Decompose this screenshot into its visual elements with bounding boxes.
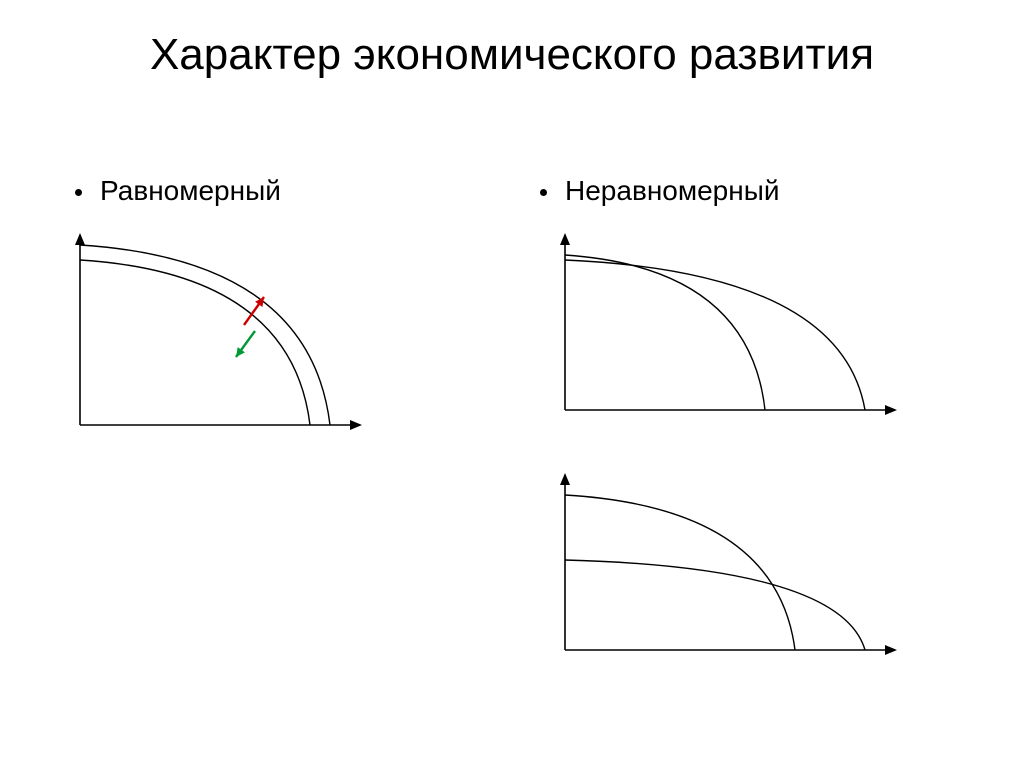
left-bullet: Равномерный (75, 175, 495, 207)
right-column: Неравномерный (540, 175, 960, 222)
chart-nonuniform-1 (535, 225, 915, 435)
left-column: Равномерный (75, 175, 495, 222)
bullet-dot-icon (540, 189, 547, 196)
right-bullet: Неравномерный (540, 175, 960, 207)
slide: Характер экономического развития Равноме… (0, 0, 1024, 767)
left-label: Равномерный (100, 175, 281, 207)
bullet-dot-icon (75, 189, 82, 196)
chart-uniform (50, 225, 380, 455)
slide-title: Характер экономического развития (0, 30, 1024, 80)
chart-nonuniform-2 (535, 465, 915, 675)
right-label: Неравномерный (565, 175, 779, 207)
